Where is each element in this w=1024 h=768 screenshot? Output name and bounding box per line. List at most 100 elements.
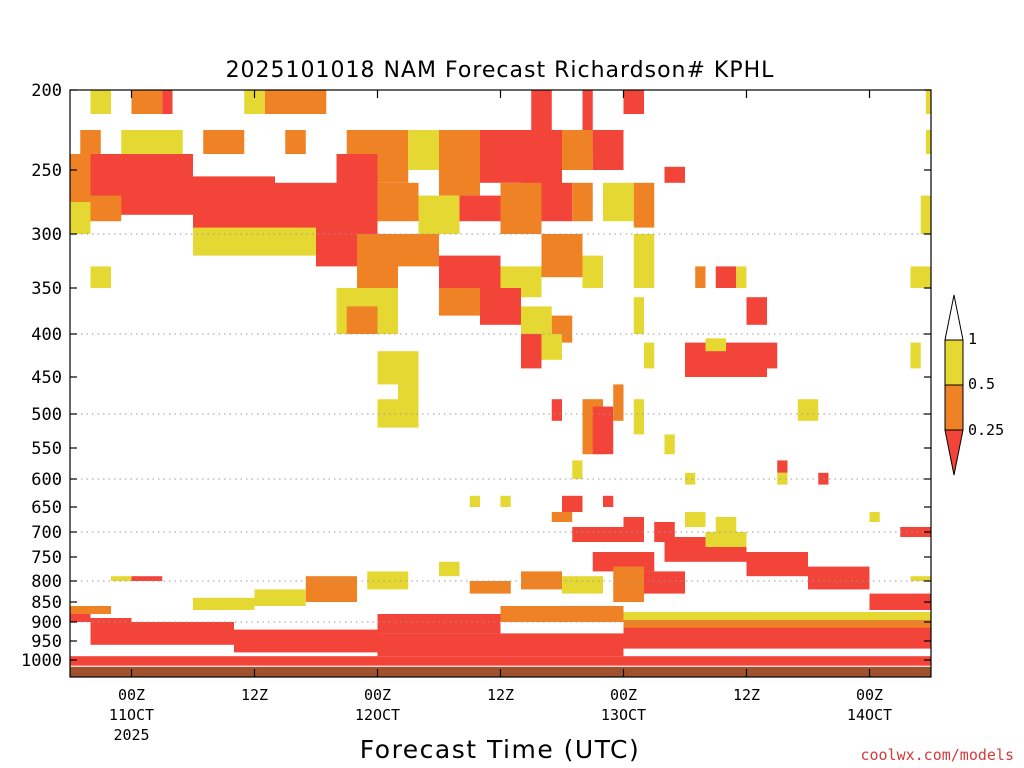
heatmap-cell bbox=[152, 130, 183, 154]
heatmap-cell bbox=[925, 90, 931, 114]
heatmap-cell bbox=[377, 633, 624, 657]
heatmap-cell bbox=[244, 90, 265, 114]
heatmap-cell bbox=[562, 495, 583, 512]
heatmap-cell bbox=[398, 384, 419, 407]
heatmap-cell bbox=[70, 202, 91, 234]
heatmap-cell bbox=[746, 297, 767, 325]
heatmap-cell bbox=[521, 334, 542, 369]
heatmap-cell bbox=[439, 561, 460, 577]
x-axis-label: Forecast Time (UTC) bbox=[360, 735, 640, 764]
heatmap-cell bbox=[925, 130, 931, 154]
x-tick-label: 12Z bbox=[733, 686, 760, 704]
heatmap-cell bbox=[70, 614, 91, 622]
heatmap-cell bbox=[592, 130, 624, 170]
heatmap-cell bbox=[500, 495, 511, 507]
heatmap-cell bbox=[572, 527, 624, 542]
heatmap-cell bbox=[70, 154, 91, 202]
heatmap-cell bbox=[767, 342, 778, 369]
heatmap-cell bbox=[111, 576, 132, 581]
y-tick-label: 450 bbox=[31, 368, 62, 388]
heatmap-cell bbox=[480, 130, 521, 183]
x-tick-label: 11OCT bbox=[109, 706, 154, 724]
legend-level-label: 0.25 bbox=[968, 421, 1004, 439]
heatmap-cell bbox=[685, 472, 696, 485]
heatmap-cell bbox=[418, 195, 460, 234]
heatmap-cell bbox=[746, 552, 808, 577]
y-axis-ticks: 200 250 300 350 400 450 500 550 600 650 700 750 8008… bbox=[21, 81, 931, 671]
y-tick-label: 500 bbox=[31, 405, 62, 425]
x-tick-label: 00Z bbox=[118, 686, 145, 704]
heatmap-cell bbox=[70, 606, 111, 614]
y-tick-label: 350 bbox=[31, 279, 62, 299]
heatmap-cell bbox=[603, 495, 614, 507]
heatmap-cell bbox=[469, 581, 511, 594]
y-tick-label: 400 bbox=[31, 325, 62, 345]
y-tick-label: 650 bbox=[31, 498, 62, 518]
dotted-gridlines bbox=[70, 233, 931, 623]
y-tick-label: 850 bbox=[31, 593, 62, 613]
color-legend: 1 0.5 0.25 bbox=[944, 294, 1004, 476]
y-tick-label: 250 bbox=[31, 161, 62, 181]
heatmap-cell bbox=[316, 234, 357, 267]
heatmap-cell bbox=[623, 618, 931, 628]
heatmap-cells bbox=[70, 90, 931, 666]
heatmap-cell bbox=[193, 176, 275, 234]
heatmap-cell bbox=[623, 517, 644, 542]
credit-text: coolwx.com/models bbox=[860, 746, 1014, 764]
y-tick-label: 750 bbox=[31, 548, 62, 568]
heatmap-cell bbox=[541, 334, 562, 360]
heatmap-cell bbox=[439, 255, 501, 288]
x-tick-label: 12Z bbox=[241, 686, 268, 704]
x-tick-label: 14OCT bbox=[847, 706, 892, 724]
heatmap-cell bbox=[193, 227, 316, 256]
heatmap-cell bbox=[572, 182, 593, 222]
heatmap-cell bbox=[715, 266, 737, 288]
heatmap-cell bbox=[582, 90, 593, 154]
heatmap-cell bbox=[685, 512, 706, 527]
x-tick-label: 2025 bbox=[113, 726, 149, 744]
heatmap-cell bbox=[234, 629, 378, 653]
heatmap-cell bbox=[500, 606, 624, 622]
heatmap-cell bbox=[305, 576, 357, 602]
heatmap-cell bbox=[521, 306, 552, 334]
heatmap-cell bbox=[869, 512, 880, 522]
heatmap-cell bbox=[910, 342, 921, 369]
heatmap-cell bbox=[285, 130, 306, 154]
heatmap-cell bbox=[562, 576, 603, 594]
y-tick-label: 950 bbox=[31, 632, 62, 652]
heatmap-cell bbox=[521, 571, 562, 590]
heatmap-cell bbox=[346, 306, 378, 334]
heatmap-cell bbox=[336, 154, 378, 234]
heatmap-cell bbox=[90, 266, 111, 288]
heatmap-cell bbox=[623, 90, 644, 114]
heatmap-cell bbox=[70, 656, 931, 666]
heatmap-cell bbox=[572, 460, 583, 479]
heatmap-cell bbox=[705, 532, 747, 547]
heatmap-cell bbox=[633, 297, 644, 334]
heatmap-cell bbox=[664, 166, 685, 183]
chart-title: 2025101018 NAM Forecast Richardson# KPHL bbox=[226, 58, 775, 83]
heatmap-cell bbox=[162, 90, 173, 114]
heatmap-cell bbox=[633, 399, 644, 435]
y-tick-label: 200 bbox=[31, 81, 62, 101]
heatmap-cell bbox=[920, 195, 931, 234]
heatmap-cell bbox=[531, 90, 552, 130]
heatmap-cell bbox=[910, 576, 931, 581]
heatmap-cell bbox=[439, 130, 480, 196]
y-tick-label: 700 bbox=[31, 523, 62, 543]
heatmap-cell bbox=[623, 625, 931, 649]
y-tick-label: 1000 bbox=[21, 651, 62, 671]
heatmap-cell bbox=[582, 255, 603, 288]
y-tick-label: 550 bbox=[31, 439, 62, 459]
heatmap-cell bbox=[562, 130, 593, 170]
heatmap-cell bbox=[777, 472, 788, 485]
heatmap-cell bbox=[664, 434, 675, 455]
heatmap-cell bbox=[644, 571, 685, 594]
heatmap-cell bbox=[439, 288, 480, 316]
heatmap-cell bbox=[254, 589, 306, 606]
x-tick-label: 12Z bbox=[487, 686, 514, 704]
x-axis-ticks: 00Z 11OCT 2025 12Z 00Z 12OCT 12Z 00Z 13OCT 12Z 00Z… bbox=[109, 90, 892, 744]
heatmap-cell bbox=[715, 517, 737, 532]
heatmap-cell bbox=[900, 527, 931, 537]
